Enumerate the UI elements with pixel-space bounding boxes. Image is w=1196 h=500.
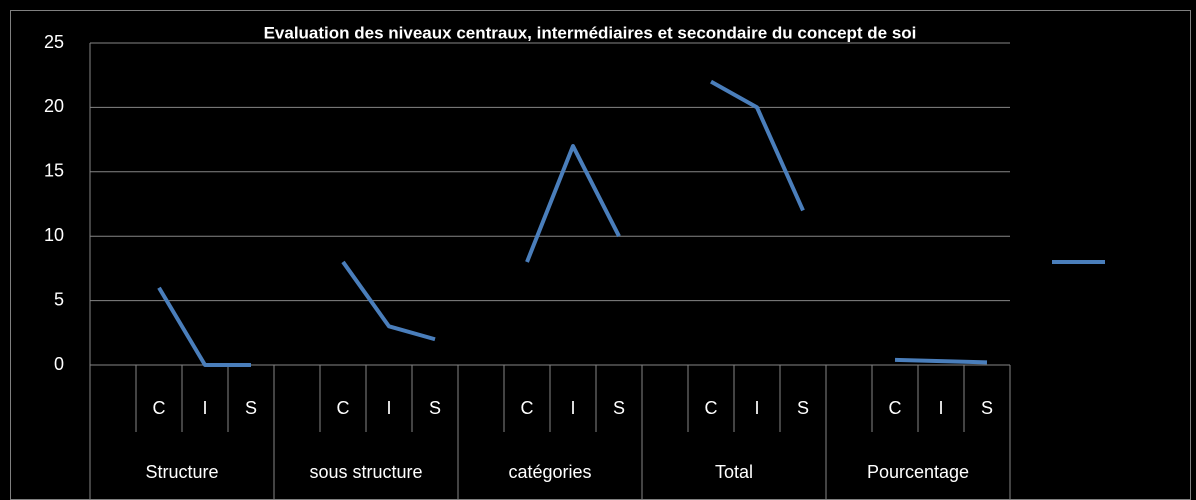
x-tick-label: C: [153, 398, 166, 418]
group-label: Pourcentage: [867, 462, 969, 482]
chart-frame: [10, 10, 1191, 500]
x-tick-label: C: [889, 398, 902, 418]
x-tick-label: S: [613, 398, 625, 418]
x-tick-label: C: [521, 398, 534, 418]
y-tick-label: 15: [44, 161, 64, 181]
group-label: catégories: [508, 462, 591, 482]
data-line: [157, 79, 988, 367]
x-tick-label: S: [797, 398, 809, 418]
group-label: Total: [715, 462, 753, 482]
chart-title: Evaluation des niveaux centraux, intermé…: [264, 23, 917, 42]
group-label: Structure: [145, 462, 218, 482]
x-tick-label: S: [429, 398, 441, 418]
x-tick-label: I: [754, 398, 759, 418]
x-tick-label: S: [981, 398, 993, 418]
group-label: sous structure: [309, 462, 422, 482]
x-tick-label: C: [337, 398, 350, 418]
x-tick-label: I: [938, 398, 943, 418]
y-tick-label: 25: [44, 32, 64, 52]
y-tick-label: 5: [54, 289, 64, 309]
x-tick-label: I: [570, 398, 575, 418]
y-tick-label: 20: [44, 96, 64, 116]
x-tick-label: C: [705, 398, 718, 418]
y-tick-label: 0: [54, 354, 64, 374]
x-tick-label: S: [245, 398, 257, 418]
y-tick-label: 10: [44, 225, 64, 245]
x-tick-label: I: [202, 398, 207, 418]
x-tick-label: I: [386, 398, 391, 418]
